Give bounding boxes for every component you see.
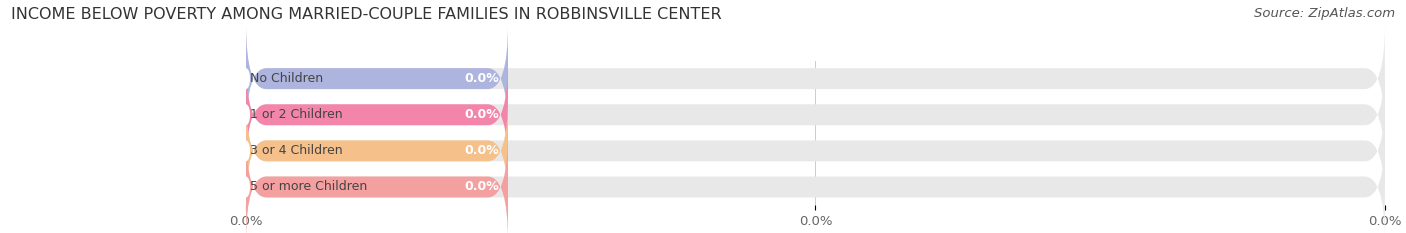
Text: 0.0%: 0.0% bbox=[464, 72, 499, 85]
FancyBboxPatch shape bbox=[246, 24, 1385, 133]
Text: 0.0%: 0.0% bbox=[464, 181, 499, 193]
Ellipse shape bbox=[242, 140, 250, 161]
Text: Source: ZipAtlas.com: Source: ZipAtlas.com bbox=[1254, 7, 1395, 20]
Ellipse shape bbox=[242, 104, 250, 125]
Ellipse shape bbox=[242, 68, 250, 89]
FancyBboxPatch shape bbox=[246, 24, 508, 133]
Text: No Children: No Children bbox=[250, 72, 323, 85]
Text: 0.0%: 0.0% bbox=[464, 144, 499, 157]
FancyBboxPatch shape bbox=[246, 132, 1385, 233]
FancyBboxPatch shape bbox=[246, 60, 1385, 169]
FancyBboxPatch shape bbox=[246, 96, 1385, 206]
FancyBboxPatch shape bbox=[246, 132, 508, 233]
Text: 1 or 2 Children: 1 or 2 Children bbox=[250, 108, 343, 121]
Text: 0.0%: 0.0% bbox=[464, 108, 499, 121]
Text: 5 or more Children: 5 or more Children bbox=[250, 181, 367, 193]
Ellipse shape bbox=[242, 177, 250, 197]
Text: INCOME BELOW POVERTY AMONG MARRIED-COUPLE FAMILIES IN ROBBINSVILLE CENTER: INCOME BELOW POVERTY AMONG MARRIED-COUPL… bbox=[11, 7, 721, 22]
FancyBboxPatch shape bbox=[246, 60, 508, 169]
Text: 3 or 4 Children: 3 or 4 Children bbox=[250, 144, 343, 157]
FancyBboxPatch shape bbox=[246, 96, 508, 206]
